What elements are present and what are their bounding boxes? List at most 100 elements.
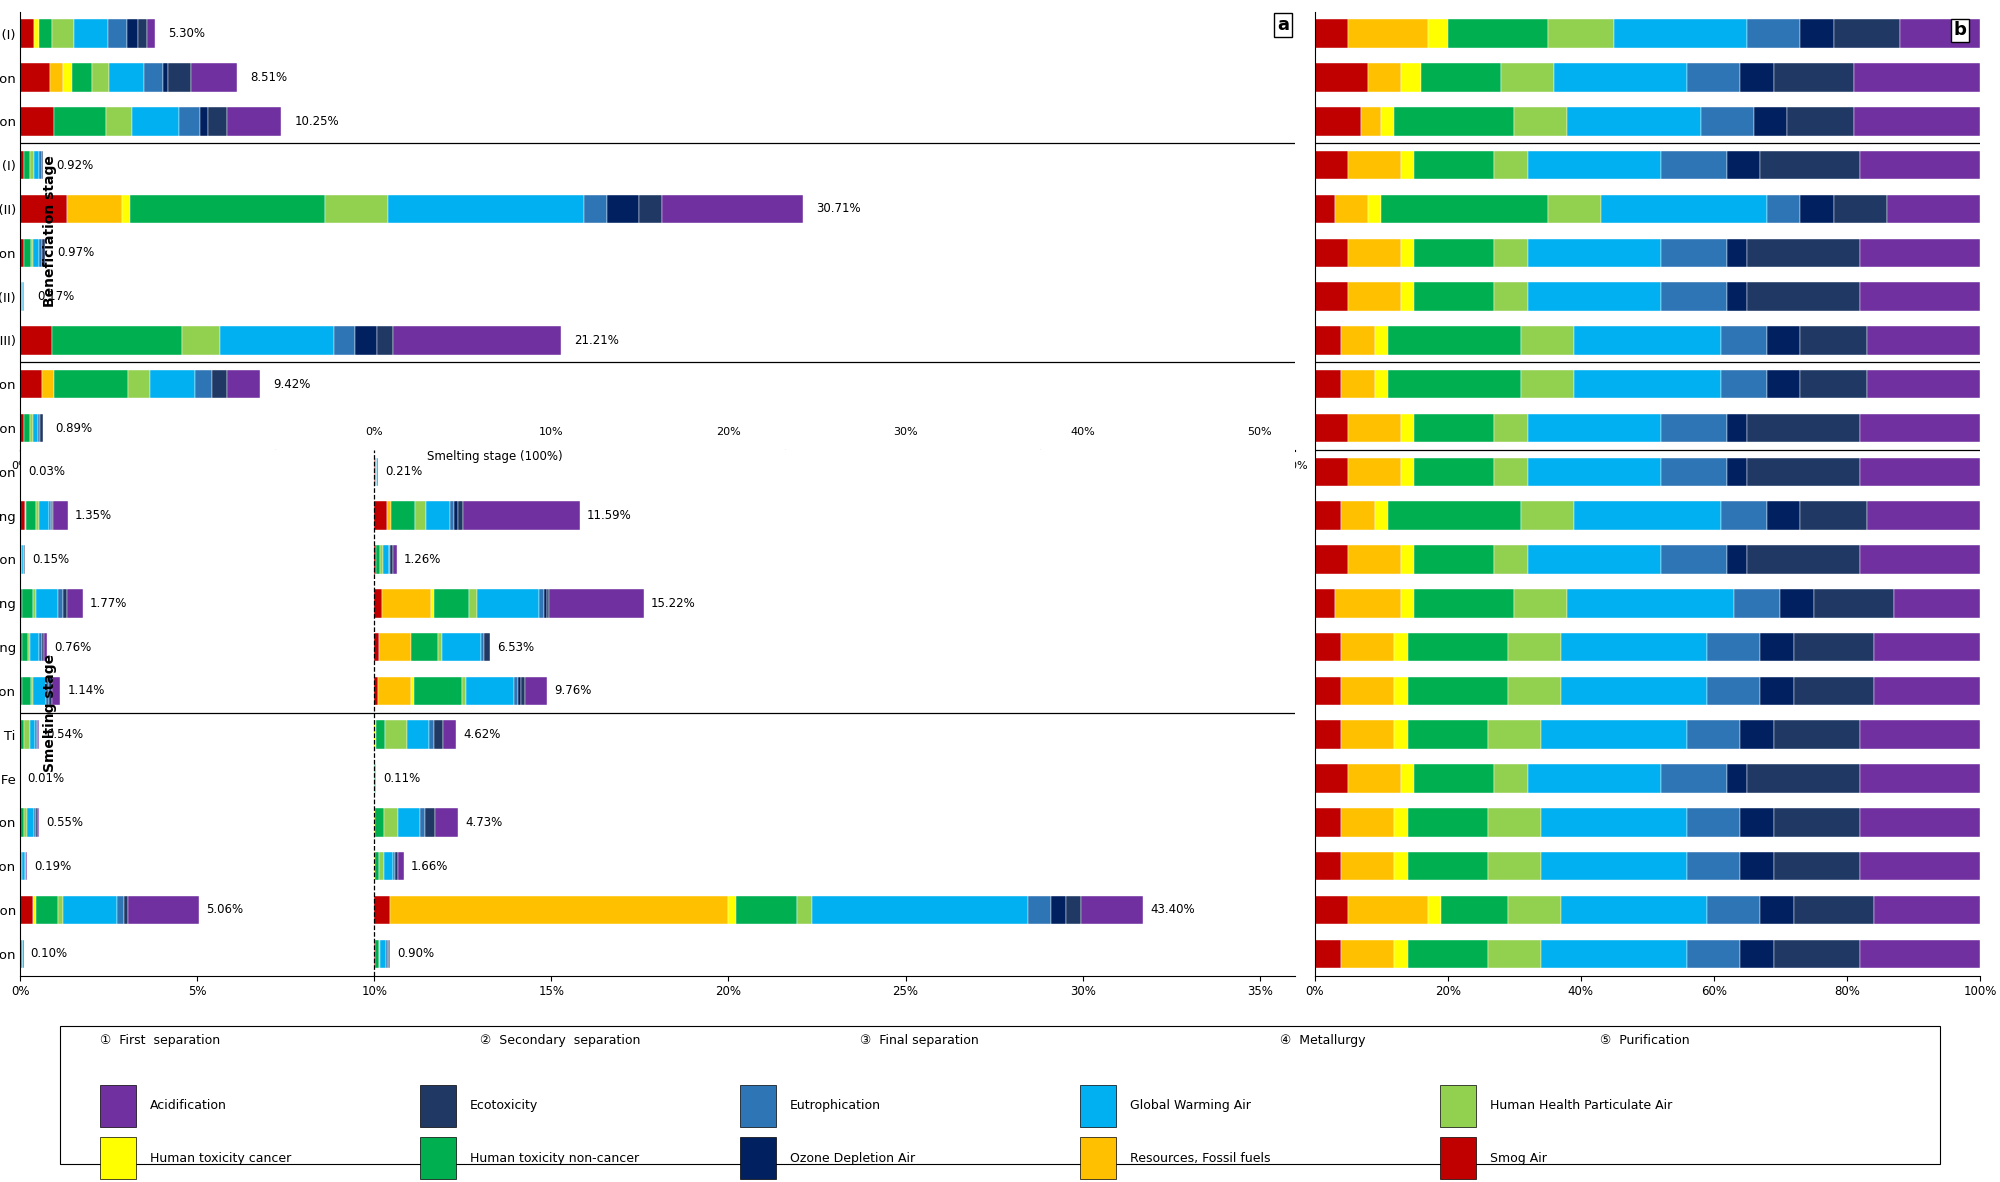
Bar: [30, 151, 34, 180]
Text: 20%: 20%: [518, 461, 542, 470]
Bar: [1728, 239, 1748, 267]
Bar: [20, 108, 54, 136]
Bar: [1334, 589, 1402, 617]
Bar: [192, 64, 238, 92]
Bar: [1488, 808, 1540, 837]
Bar: [1442, 896, 1508, 924]
Text: 0.21%: 0.21%: [386, 466, 422, 479]
Bar: [226, 370, 260, 398]
Bar: [430, 721, 434, 749]
Text: 0.01%: 0.01%: [28, 772, 64, 785]
Bar: [50, 64, 64, 92]
Bar: [376, 721, 384, 749]
Bar: [1708, 676, 1760, 706]
Bar: [1860, 940, 1980, 968]
Bar: [1348, 896, 1428, 924]
Bar: [20, 239, 24, 267]
Bar: [20, 64, 50, 92]
Bar: [524, 676, 548, 706]
Text: 1.26%: 1.26%: [404, 553, 442, 566]
Bar: [1368, 195, 1382, 223]
Bar: [1774, 721, 1860, 749]
Bar: [1428, 896, 1442, 924]
Bar: [20, 414, 24, 442]
Bar: [1374, 501, 1388, 530]
Bar: [1500, 64, 1554, 92]
Bar: [106, 108, 132, 136]
Text: 30%: 30%: [772, 461, 798, 470]
Text: Eutrophication: Eutrophication: [790, 1099, 880, 1112]
Text: Resources, Fossil fuels: Resources, Fossil fuels: [1130, 1151, 1270, 1164]
Bar: [1788, 108, 1854, 136]
Bar: [1494, 545, 1528, 573]
Bar: [28, 808, 34, 837]
Text: 0.19%: 0.19%: [34, 859, 72, 872]
Text: 20%: 20%: [716, 427, 740, 437]
Bar: [382, 545, 388, 573]
Bar: [454, 501, 458, 530]
Bar: [1720, 501, 1768, 530]
Bar: [736, 896, 798, 924]
Bar: [1082, 896, 1142, 924]
Bar: [1748, 282, 1860, 311]
Bar: [1314, 108, 1362, 136]
Text: 4.73%: 4.73%: [466, 816, 502, 829]
Bar: [1028, 896, 1050, 924]
Bar: [450, 501, 454, 530]
Bar: [1800, 370, 1866, 398]
Bar: [1768, 326, 1800, 355]
Bar: [1740, 852, 1774, 881]
Bar: [1388, 370, 1520, 398]
Bar: [1402, 765, 1414, 793]
Text: Smelting stage: Smelting stage: [44, 654, 56, 772]
Bar: [1342, 370, 1374, 398]
Bar: [54, 370, 128, 398]
Bar: [182, 326, 220, 355]
Bar: [1314, 632, 1342, 662]
Bar: [1700, 108, 1754, 136]
Bar: [1408, 852, 1488, 881]
Bar: [34, 808, 36, 837]
Bar: [46, 676, 50, 706]
Bar: [22, 852, 24, 881]
Bar: [434, 808, 458, 837]
Text: 15.22%: 15.22%: [650, 597, 696, 610]
Bar: [1408, 940, 1488, 968]
Bar: [1728, 457, 1748, 486]
Bar: [1334, 195, 1368, 223]
Text: 9.42%: 9.42%: [274, 378, 310, 391]
Bar: [1774, 852, 1860, 881]
Text: 43.40%: 43.40%: [1150, 903, 1194, 916]
Bar: [1528, 457, 1660, 486]
Bar: [1494, 765, 1528, 793]
Bar: [1314, 370, 1342, 398]
Bar: [208, 108, 226, 136]
Bar: [1314, 151, 1348, 180]
Text: a: a: [1276, 17, 1288, 34]
Bar: [32, 896, 36, 924]
Bar: [1408, 808, 1488, 837]
Bar: [1382, 108, 1394, 136]
Bar: [1560, 676, 1708, 706]
Bar: [1368, 64, 1402, 92]
Bar: [1342, 676, 1394, 706]
Bar: [1342, 632, 1394, 662]
Bar: [1728, 282, 1748, 311]
Bar: [1860, 721, 1980, 749]
Bar: [380, 545, 382, 573]
Bar: [122, 195, 130, 223]
Bar: [38, 19, 52, 48]
Bar: [58, 589, 64, 617]
Bar: [1774, 940, 1860, 968]
Bar: [50, 676, 52, 706]
Bar: [1734, 589, 1780, 617]
Bar: [1528, 765, 1660, 793]
Bar: [200, 108, 208, 136]
Bar: [24, 414, 30, 442]
Bar: [1314, 64, 1368, 92]
Bar: [1748, 765, 1860, 793]
Bar: [30, 239, 34, 267]
Bar: [1314, 457, 1348, 486]
Bar: [34, 676, 46, 706]
Text: ③  Final separation: ③ Final separation: [860, 1034, 978, 1047]
